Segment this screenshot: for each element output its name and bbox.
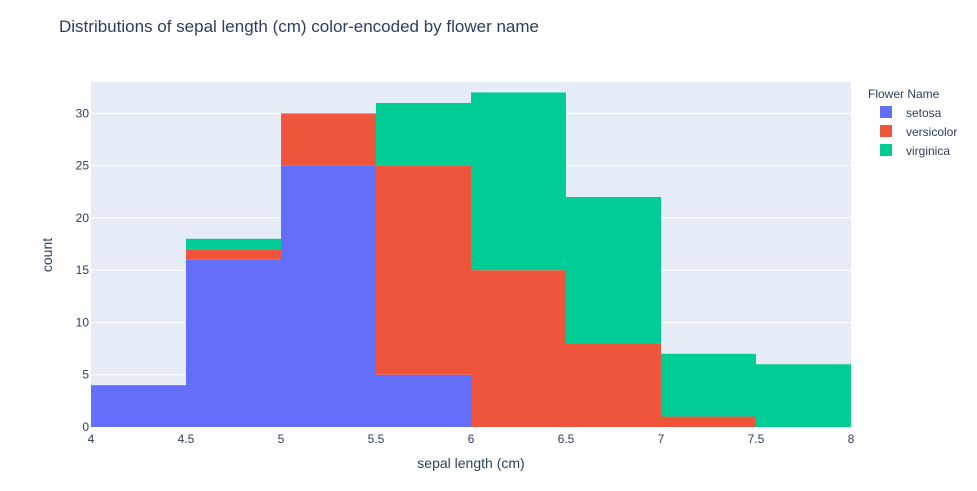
x-axis-title: sepal length (cm) [417,455,524,471]
x-tick-label: 5.5 [368,432,385,446]
y-tick-label: 10 [76,315,90,329]
y-tick-label: 30 [76,106,90,120]
legend-swatch-virginica[interactable] [880,144,892,156]
x-tick-label: 4.5 [178,432,195,446]
bar-versicolor-5[interactable] [281,113,376,166]
bar-setosa-4.5[interactable] [186,259,281,427]
bar-virginica-7.5[interactable] [756,364,851,427]
bar-versicolor-6.5[interactable] [566,343,661,427]
bar-versicolor-5.5[interactable] [376,165,471,375]
legend-title: Flower Name [868,87,940,101]
bar-versicolor-4.5[interactable] [186,249,281,260]
x-tick-label: 6 [468,432,475,446]
bar-virginica-7[interactable] [661,353,756,417]
x-tick-label: 8 [848,432,855,446]
bar-versicolor-7[interactable] [661,416,756,427]
x-tick-label: 6.5 [558,432,575,446]
legend-label-virginica[interactable]: virginica [906,144,950,158]
y-axis-ticks: 0 5 10 15 20 25 30 [76,106,90,434]
x-tick-label: 7 [658,432,665,446]
x-tick-label: 5 [278,432,285,446]
legend-swatch-versicolor[interactable] [880,125,892,137]
bar-setosa-5[interactable] [281,165,376,428]
bars [91,92,851,428]
x-tick-label: 4 [88,432,95,446]
bar-virginica-6[interactable] [471,92,566,271]
y-axis-title: count [39,238,55,272]
x-tick-label: 7.5 [748,432,765,446]
bar-virginica-5.5[interactable] [376,102,471,166]
legend-label-versicolor[interactable]: versicolor [906,125,957,139]
chart-title: Distributions of sepal length (cm) color… [59,17,539,36]
y-tick-label: 15 [76,263,90,277]
y-tick-label: 25 [76,159,90,173]
legend: Flower Name setosa versicolor virginica [868,87,957,158]
legend-label-setosa[interactable]: setosa [906,106,942,120]
y-tick-label: 0 [82,420,89,434]
bar-setosa-5.5[interactable] [376,374,471,427]
bar-versicolor-6[interactable] [471,270,566,427]
bar-virginica-4.5[interactable] [186,238,281,250]
bar-virginica-6.5[interactable] [566,197,661,344]
bar-setosa-4[interactable] [91,385,186,427]
y-tick-label: 5 [82,368,89,382]
x-axis-ticks: 4 4.5 5 5.5 6 6.5 7 7.5 8 [88,432,855,446]
legend-swatch-setosa[interactable] [880,106,892,118]
y-tick-label: 20 [76,211,90,225]
